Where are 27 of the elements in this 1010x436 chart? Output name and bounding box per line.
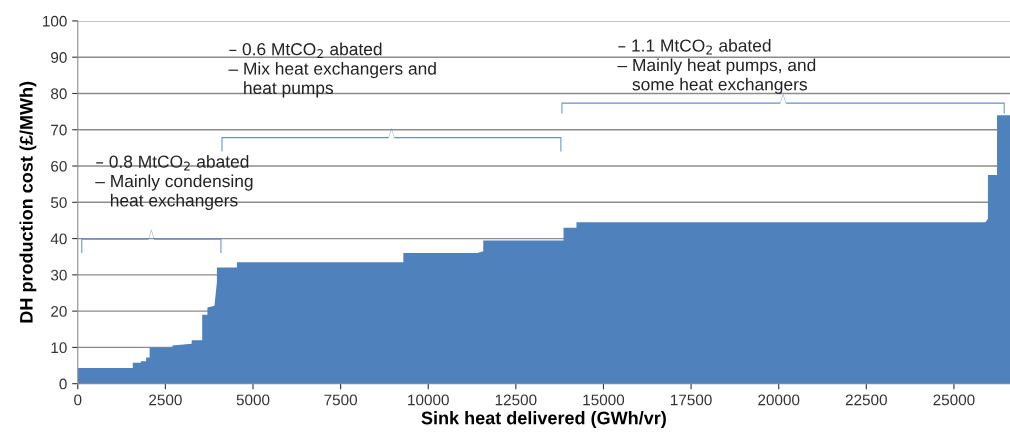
y-tick-label: 70 xyxy=(51,124,67,136)
y-tick-label: 30 xyxy=(50,269,67,281)
x-tick-label: 10000 xyxy=(408,394,449,406)
y-tick-label: 10 xyxy=(51,342,67,354)
y-tick-label: 80 xyxy=(51,88,67,100)
x-tick-label: 0 xyxy=(74,394,82,406)
x-tick-label: 7500 xyxy=(324,394,358,406)
y-tick-label: 20 xyxy=(51,306,67,317)
x-tick-label: 17500 xyxy=(671,394,712,406)
y-tick-label: 0 xyxy=(59,378,67,390)
x-tick-label: 12500 xyxy=(495,394,537,406)
annotation: – 0.8 MtCO$_{2}$ abated – Mainly condensing heat exchangers xyxy=(95,155,253,210)
x-tick-label: 20000 xyxy=(758,394,800,406)
y-axis-title: DH production cost (£/MWh) xyxy=(19,81,37,323)
x-tick-label: 5000 xyxy=(236,394,270,406)
y-tick-label: 40 xyxy=(50,233,67,245)
y-tick-label: 90 xyxy=(51,52,67,63)
x-tick-label: 2500 xyxy=(149,394,182,406)
x-tick-label: 22500 xyxy=(845,394,887,406)
x-tick-label: 15000 xyxy=(583,394,625,406)
y-tick-label: 100 xyxy=(43,15,67,27)
annotation: – 0.6 MtCO$_{2}$ abated – Mix heat exchangers and heat pumps xyxy=(228,42,436,98)
y-tick-label: 50 xyxy=(50,197,67,208)
x-axis-title: Sink heat delivered (GWh/vr) xyxy=(421,411,666,428)
annotation: – 1.1 MtCO$_{2}$ abated – Mainly heat pumps, and some heat exchangers xyxy=(617,38,816,94)
x-tick-label: 25000 xyxy=(933,394,975,406)
y-tick-label: 60 xyxy=(51,160,67,172)
